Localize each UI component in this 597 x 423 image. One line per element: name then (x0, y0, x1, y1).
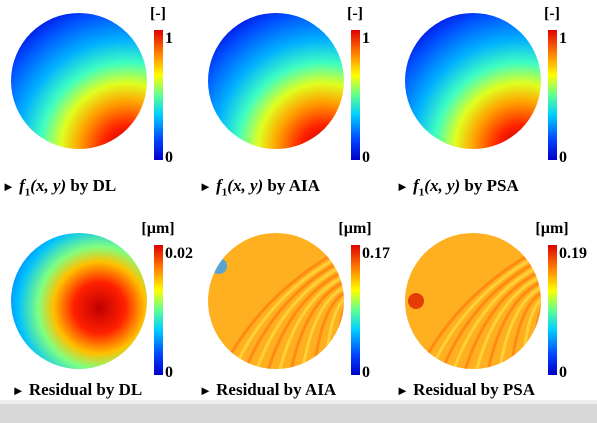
caption-args: (x, y) (30, 176, 66, 195)
colorbar (351, 245, 360, 375)
caption: ► f1(x, y) by AIA (199, 176, 379, 202)
arrow: ► (199, 383, 212, 398)
caption: ► Residual by PSA (396, 380, 576, 401)
caption-text: Residual by PSA (413, 380, 535, 399)
caption-method: by AIA (267, 176, 319, 195)
canvas: [-] 1 0 [-] 1 0 [-] 1 0 [µm] 0.02 0 [µm] 0.17 0 [µm] 0.1… (0, 0, 597, 423)
caption: ► f1(x, y) by PSA (396, 176, 576, 202)
caption-args: (x, y) (424, 176, 460, 195)
field-map (405, 13, 541, 149)
defect (408, 293, 424, 309)
unit-label: [µm] (141, 220, 174, 237)
colorbar-min: 0 (362, 364, 370, 381)
colorbar-min: 0 (165, 364, 173, 381)
colorbar-max: 1 (362, 30, 370, 47)
arrow: ► (396, 383, 409, 398)
arrow: ► (12, 383, 25, 398)
colorbar-min: 0 (165, 149, 173, 166)
field-map (11, 13, 147, 149)
unit-label: [-] (347, 5, 363, 22)
caption-method: by DL (70, 176, 116, 195)
colorbar-min: 0 (362, 149, 370, 166)
colorbar-max: 0.02 (165, 245, 193, 262)
caption: ► Residual by AIA (199, 380, 379, 401)
field-map (208, 13, 344, 149)
colorbar-max: 0.17 (362, 245, 390, 262)
colorbar-min: 0 (559, 364, 567, 381)
colorbar (154, 30, 163, 160)
colorbar (154, 245, 163, 375)
arrow: ► (2, 179, 15, 194)
caption-text: Residual by DL (29, 380, 142, 399)
caption: ► Residual by DL (2, 380, 152, 401)
unit-label: [-] (150, 5, 166, 22)
colorbar (351, 30, 360, 160)
arrow: ► (199, 179, 212, 194)
unit-label: [µm] (535, 220, 568, 237)
caption: ► f1(x, y) by DL (2, 176, 182, 202)
colorbar (548, 245, 557, 375)
arrow: ► (396, 179, 409, 194)
field-map (11, 233, 147, 369)
unit-label: [-] (544, 5, 560, 22)
caption-method: by PSA (464, 176, 518, 195)
caption-args: (x, y) (227, 176, 263, 195)
caption-text: Residual by AIA (216, 380, 336, 399)
unit-label: [µm] (338, 220, 371, 237)
colorbar-min: 0 (559, 149, 567, 166)
defect (211, 258, 227, 274)
figure: [-] 1 0 [-] 1 0 [-] 1 0 [µm] 0.02 0 [µm] 0.17 0 [µm] 0.1… (0, 0, 597, 423)
colorbar-max: 1 (165, 30, 173, 47)
colorbar-max: 1 (559, 30, 567, 47)
colorbar (548, 30, 557, 160)
colorbar-max: 0.19 (559, 245, 587, 262)
